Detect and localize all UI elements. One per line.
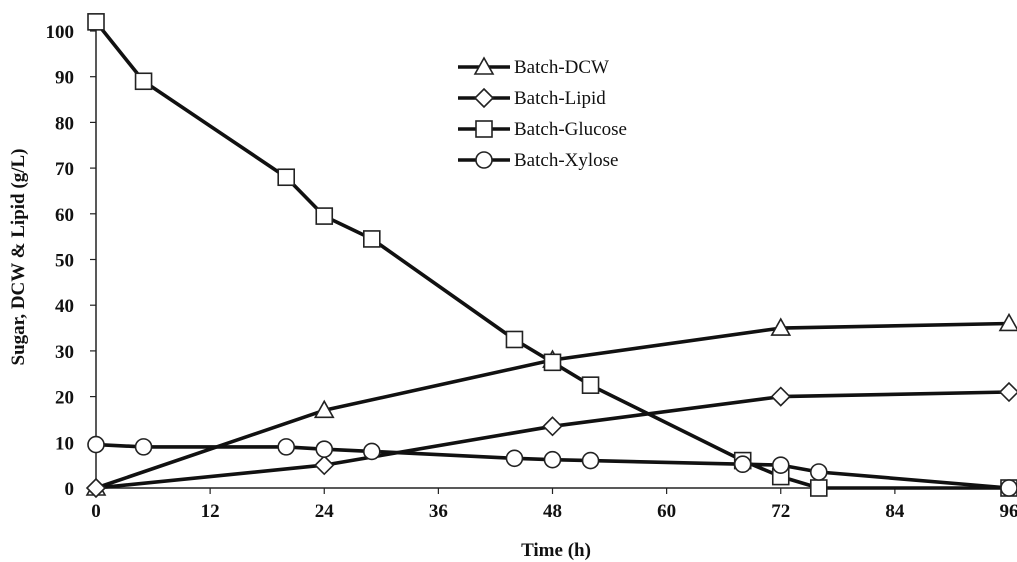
x-tick-label: 72: [771, 501, 790, 522]
data-point: [770, 317, 792, 336]
x-tick-label: 12: [201, 501, 220, 522]
x-tick-label: 36: [429, 501, 448, 522]
data-point: [134, 438, 153, 456]
y-tick-label: 80: [55, 113, 74, 134]
data-point: [581, 451, 600, 470]
y-tick-label: 20: [55, 388, 74, 409]
data-point: [315, 440, 334, 458]
data-point: [1000, 479, 1017, 497]
x-tick-label: 24: [315, 501, 335, 522]
data-point: [770, 386, 791, 407]
series-group: [85, 13, 1017, 499]
data-point: [771, 456, 790, 474]
legend-label: Batch-DCW: [514, 57, 609, 78]
legend-item: Batch-Xylose: [458, 150, 618, 171]
legend-marker: [473, 87, 495, 109]
data-point: [809, 463, 828, 481]
data-point: [85, 477, 107, 499]
y-tick-label: 50: [55, 251, 74, 272]
y-tick-label: 30: [55, 342, 74, 363]
legend-item: Batch-Glucose: [458, 119, 627, 140]
data-point: [87, 13, 105, 31]
y-tick-label: 60: [55, 205, 74, 226]
y-tick-label: 10: [55, 433, 74, 454]
data-point: [87, 435, 105, 454]
data-point: [809, 479, 828, 497]
series-batch-lipid: [85, 381, 1017, 499]
data-point: [314, 455, 335, 476]
x-tick-label: 84: [885, 501, 905, 522]
y-tick-label: 100: [46, 22, 75, 43]
x-tick-label: 48: [543, 501, 562, 522]
y-tick-label: 70: [55, 159, 74, 180]
legend-label: Batch-Glucose: [514, 119, 627, 140]
data-point: [505, 330, 524, 349]
data-point: [998, 381, 1017, 403]
data-point: [542, 416, 563, 437]
legend-label: Batch-Lipid: [514, 88, 606, 109]
data-point: [277, 168, 296, 187]
y-tick-label: 40: [55, 296, 74, 317]
legend: Batch-DCW Batch-Lipid Batch-Glucose Batch-X…: [458, 56, 627, 171]
data-point: [505, 449, 524, 468]
data-point: [363, 230, 381, 248]
legend-item: Batch-Lipid: [458, 87, 606, 109]
legend-label: Batch-Xylose: [514, 150, 618, 171]
legend-marker: [475, 120, 493, 138]
y-tick-label: 0: [65, 479, 75, 500]
legend-item: Batch-DCW: [458, 56, 609, 78]
data-point: [581, 376, 600, 394]
y-tick-label: 90: [55, 68, 74, 89]
legend-marker: [473, 56, 495, 75]
x-tick-label: 96: [1000, 501, 1017, 522]
x-axis-title: Time (h): [521, 540, 591, 561]
data-point: [998, 312, 1017, 332]
data-point: [543, 450, 562, 469]
data-point: [313, 399, 335, 419]
data-point: [543, 353, 562, 372]
data-point: [315, 207, 334, 225]
data-point: [134, 72, 153, 91]
series-batch-xylose: [87, 435, 1017, 497]
axes: 0 12 24 36 48 60 72 84 96 0 10 20 30 40 50 60 70 80 90 100: [46, 19, 1017, 522]
x-tick-label: 0: [91, 501, 101, 522]
legend-marker: [475, 151, 493, 169]
data-point: [363, 442, 381, 461]
y-axis-title: Sugar, DCW & Lipid (g/L): [8, 149, 29, 366]
data-point: [733, 455, 752, 474]
x-tick-label: 60: [657, 501, 676, 522]
data-point: [277, 438, 296, 456]
